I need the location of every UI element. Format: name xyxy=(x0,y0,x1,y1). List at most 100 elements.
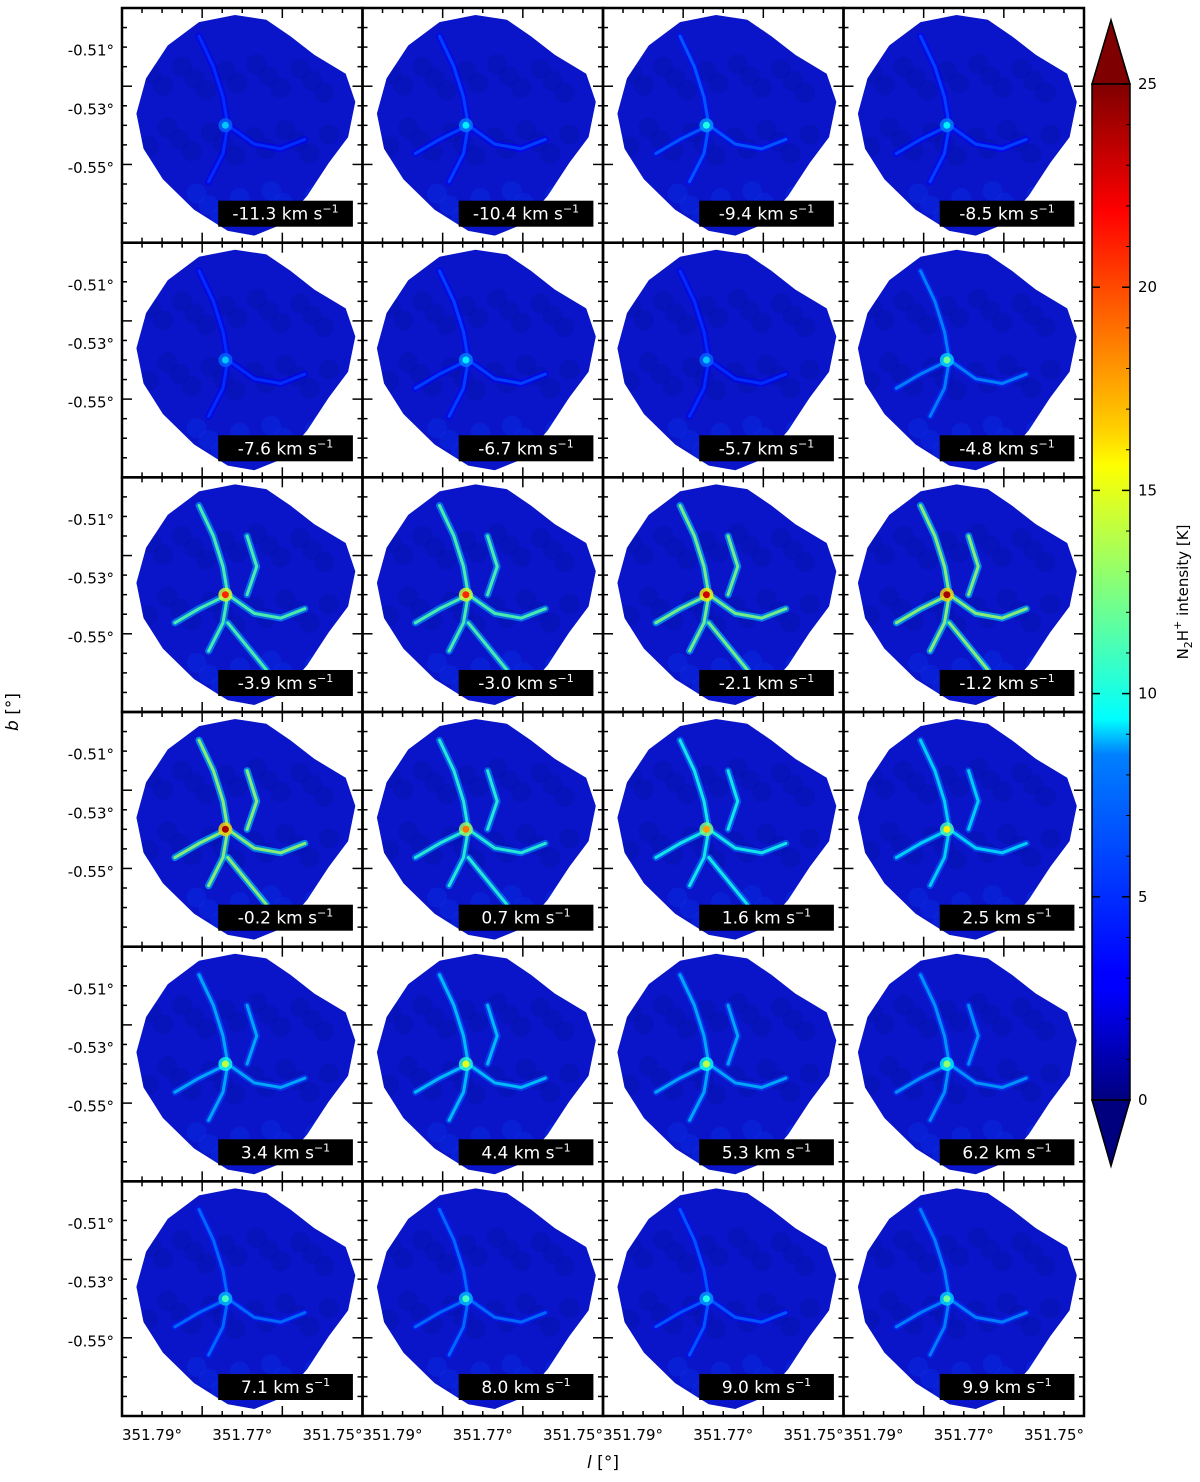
velocity-label: -5.7 km s−1 xyxy=(719,437,814,459)
panel-ticks xyxy=(843,242,1084,478)
velocity-label: -11.3 km s−1 xyxy=(232,203,338,225)
colorbar-tick-label: 10 xyxy=(1138,685,1157,703)
velocity-label: 6.2 km s−1 xyxy=(962,1141,1051,1163)
colorbar-extend-min xyxy=(1091,1099,1131,1169)
colorbar-extend-max xyxy=(1090,17,1132,85)
y-tick-label: -0.55° xyxy=(68,159,114,177)
velocity-label: 7.1 km s−1 xyxy=(241,1376,330,1398)
x-tick-label: 351.75° xyxy=(303,1426,363,1444)
channel-panel: -3.9 km s−1 xyxy=(120,476,364,714)
y-tick-label: -0.53° xyxy=(68,335,114,353)
velocity-label-box xyxy=(458,1374,594,1400)
channel-panel: -7.6 km s−1 xyxy=(120,241,364,479)
channel-panel: -1.2 km s−1 xyxy=(842,476,1086,714)
x-tick-label: 351.77° xyxy=(934,1426,994,1444)
velocity-label: -0.2 km s−1 xyxy=(238,907,333,929)
y-tick-label: -0.53° xyxy=(68,1274,114,1292)
velocity-label: -10.4 km s−1 xyxy=(473,203,579,225)
velocity-label: 0.7 km s−1 xyxy=(481,907,570,929)
y-tick-label: -0.55° xyxy=(68,628,114,646)
channel-panel: 4.4 km s−1 xyxy=(361,945,605,1183)
velocity-label-box xyxy=(218,1374,353,1400)
panel-ticks xyxy=(122,8,363,243)
y-tick-label: -0.55° xyxy=(68,863,114,881)
velocity-label-box xyxy=(699,670,834,696)
colorbar-tick-label: 15 xyxy=(1138,481,1157,499)
x-tick-label: 351.77° xyxy=(693,1426,753,1444)
y-tick-label: -0.51° xyxy=(68,42,114,60)
colorbar: 0 5 10 15 20 25 N2H+ intensity [K] xyxy=(1090,17,1195,1169)
x-tick-label: 351.75° xyxy=(1024,1426,1084,1444)
velocity-label: -3.9 km s−1 xyxy=(238,672,333,694)
panel-ticks xyxy=(362,8,603,243)
channel-panel: -8.5 km s−1 xyxy=(842,6,1086,244)
x-tick-label: 351.75° xyxy=(543,1426,603,1444)
channel-panel: 0.7 km s−1 xyxy=(361,710,605,948)
panel-ticks xyxy=(362,1181,603,1416)
velocity-label: -3.0 km s−1 xyxy=(478,672,573,694)
colorbar-gradient xyxy=(1091,83,1131,1101)
velocity-label: 9.0 km s−1 xyxy=(722,1376,811,1398)
x-axis-label: l [°] xyxy=(587,1453,619,1473)
velocity-label-box xyxy=(218,200,353,227)
x-tick-label: 351.77° xyxy=(212,1426,272,1444)
x-tick-label: 351.79° xyxy=(603,1426,663,1444)
y-tick-label: -0.51° xyxy=(68,1215,114,1233)
y-tick-label: -0.51° xyxy=(68,746,114,764)
velocity-label-box xyxy=(939,1374,1075,1400)
velocity-label: -7.6 km s−1 xyxy=(238,437,333,459)
velocity-label: 8.0 km s−1 xyxy=(481,1376,570,1398)
velocity-label-box xyxy=(699,1374,834,1400)
y-tick-label: -0.55° xyxy=(68,394,114,412)
colorbar-tick-label: 5 xyxy=(1138,888,1148,906)
channel-panel: 3.4 km s−1 xyxy=(120,945,364,1183)
channel-panel: 8.0 km s−1 xyxy=(361,1180,605,1418)
channel-panel: -10.4 km s−1 xyxy=(361,6,605,244)
velocity-label: -9.4 km s−1 xyxy=(719,203,814,225)
velocity-label: -4.8 km s−1 xyxy=(959,437,1054,459)
axes-group: -0.51° -0.53° -0.55° -0.51° -0.53° -0.55° -0.5… xyxy=(3,42,1084,1473)
y-axis-label: b [°] xyxy=(3,693,23,731)
velocity-label-box xyxy=(699,1139,834,1166)
velocity-label-box xyxy=(458,670,594,696)
panel-ticks xyxy=(843,1181,1084,1416)
velocity-label: -8.5 km s−1 xyxy=(959,203,1054,225)
velocity-label: 9.9 km s−1 xyxy=(962,1376,1051,1398)
y-tick-label: -0.51° xyxy=(68,980,114,998)
channel-panel: 6.2 km s−1 xyxy=(842,945,1086,1183)
velocity-label: 5.3 km s−1 xyxy=(722,1141,811,1163)
colorbar-tick-label: 25 xyxy=(1138,75,1157,93)
channel-panel: -0.2 km s−1 xyxy=(120,710,364,948)
velocity-label: 1.6 km s−1 xyxy=(722,907,811,929)
velocity-label-box xyxy=(458,904,594,931)
channel-panel: -6.7 km s−1 xyxy=(361,241,605,479)
velocity-label-box xyxy=(218,670,353,696)
channel-panel: 9.9 km s−1 xyxy=(842,1180,1086,1418)
channel-panel: -9.4 km s−1 xyxy=(601,6,845,244)
channel-panel: 7.1 km s−1 xyxy=(120,1180,364,1418)
panel-ticks xyxy=(362,946,603,1182)
channel-panel: -4.8 km s−1 xyxy=(842,241,1086,479)
velocity-label-box xyxy=(939,1139,1075,1166)
panel-ticks xyxy=(843,946,1084,1182)
velocity-label: -1.2 km s−1 xyxy=(959,672,1054,694)
velocity-label-box xyxy=(218,1139,353,1166)
y-tick-label: -0.51° xyxy=(68,511,114,529)
velocity-label-box xyxy=(939,200,1075,227)
colorbar-tick-label: 20 xyxy=(1138,278,1157,296)
velocity-label-box xyxy=(458,435,594,462)
colorbar-tick-label: 0 xyxy=(1138,1091,1148,1109)
y-tick-label: -0.53° xyxy=(68,1039,114,1057)
velocity-label: 3.4 km s−1 xyxy=(241,1141,330,1163)
panel-ticks xyxy=(603,477,844,712)
panel-ticks xyxy=(362,242,603,478)
x-tick-label: 351.75° xyxy=(784,1426,844,1444)
velocity-label-box xyxy=(218,435,353,462)
y-tick-label: -0.55° xyxy=(68,1332,114,1350)
y-tick-label: -0.53° xyxy=(68,804,114,822)
velocity-label-box xyxy=(218,904,353,931)
velocity-label-box xyxy=(939,670,1075,696)
velocity-label: 2.5 km s−1 xyxy=(962,907,1051,929)
velocity-label-box xyxy=(699,435,834,462)
